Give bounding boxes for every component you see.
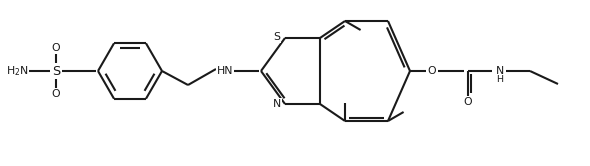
Text: O: O xyxy=(52,89,60,99)
Text: N: N xyxy=(496,66,504,76)
Text: H$_2$N: H$_2$N xyxy=(6,64,28,78)
Text: O: O xyxy=(464,97,473,107)
Text: H: H xyxy=(497,75,503,83)
Text: O: O xyxy=(428,66,437,76)
Text: S: S xyxy=(52,65,60,78)
Text: S: S xyxy=(274,32,280,42)
Text: HN: HN xyxy=(217,66,233,76)
Text: O: O xyxy=(52,43,60,53)
Text: N: N xyxy=(273,99,281,109)
